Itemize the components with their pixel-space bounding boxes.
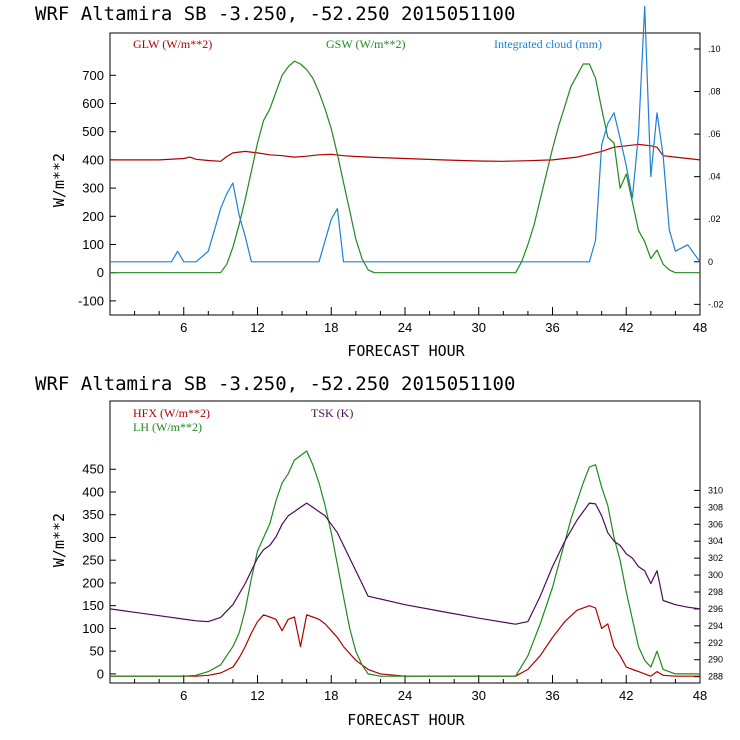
x-tick-label: 30 xyxy=(472,688,486,703)
left-tick-label: 500 xyxy=(82,124,104,139)
right-tick-label: 294 xyxy=(708,621,723,631)
x-tick-label: 36 xyxy=(545,320,559,335)
bottom-legend-lh: LH (W/m**2) xyxy=(133,420,202,434)
left-tick-label: 200 xyxy=(82,575,104,590)
right-tick-label: 290 xyxy=(708,655,723,665)
left-tick-label: 0 xyxy=(97,265,104,280)
x-tick-label: 42 xyxy=(619,320,633,335)
left-tick-label: 300 xyxy=(82,181,104,196)
top-right-axis: -.02 0 .02 .04 .06 .08 .10 xyxy=(694,44,724,309)
right-tick-label: 288 xyxy=(708,672,723,682)
right-tick-label: .10 xyxy=(708,44,721,54)
bottom-legend-tsk: TSK (K) xyxy=(311,406,353,420)
top-series-group xyxy=(110,5,701,274)
right-tick-label: 302 xyxy=(708,553,723,563)
bottom-y-axis-label: W/m**2 xyxy=(50,513,68,567)
x-tick-label: 30 xyxy=(472,320,486,335)
left-tick-label: 350 xyxy=(82,507,104,522)
right-tick-label: .02 xyxy=(708,214,721,224)
top-left-axis: -100 0 100 200 300 400 500 600 700 xyxy=(78,68,116,308)
top-legend-glw: GLW (W/m**2) xyxy=(133,37,212,51)
bottom-chart-title: WRF Altamira SB -3.250, -52.250 20150511… xyxy=(35,373,515,395)
x-tick-label: 12 xyxy=(250,688,264,703)
left-tick-label: 100 xyxy=(82,237,104,252)
right-tick-label: 292 xyxy=(708,638,723,648)
bottom-right-axis: 288 290 292 294 296 298 300 302 304 306 308 310 xyxy=(694,485,723,682)
series-line-glw xyxy=(110,143,701,162)
right-tick-label: 310 xyxy=(708,485,723,495)
x-tick-label: 42 xyxy=(619,688,633,703)
left-tick-label: 300 xyxy=(82,530,104,545)
bottom-chart: WRF Altamira SB -3.250, -52.250 20150511… xyxy=(35,373,723,729)
right-tick-label: .04 xyxy=(708,172,721,182)
left-tick-label: 100 xyxy=(82,621,104,636)
series-line-gsw xyxy=(110,60,700,274)
bottom-x-axis-label: FORECAST HOUR xyxy=(347,711,465,729)
bottom-legend-hfx: HFX (W/m**2) xyxy=(133,406,210,420)
top-x-axis-label: FORECAST HOUR xyxy=(347,342,465,360)
top-x-axis: 6 12 18 24 30 36 42 48 xyxy=(109,307,707,335)
left-tick-label: 400 xyxy=(82,152,104,167)
right-tick-label: 304 xyxy=(708,536,723,546)
x-tick-label: 18 xyxy=(324,688,338,703)
x-tick-label: 6 xyxy=(180,320,187,335)
top-legend-gsw: GSW (W/m**2) xyxy=(326,37,405,51)
right-tick-label: 306 xyxy=(708,519,723,529)
right-tick-label: 296 xyxy=(708,604,723,614)
x-tick-label: 24 xyxy=(398,688,412,703)
right-tick-label: -.02 xyxy=(708,299,724,309)
x-tick-label: 36 xyxy=(545,688,559,703)
left-tick-label: 600 xyxy=(82,96,104,111)
bottom-x-axis: 6 12 18 24 30 36 42 48 xyxy=(109,675,707,703)
left-tick-label: 150 xyxy=(82,598,104,613)
right-tick-label: 298 xyxy=(708,587,723,597)
x-tick-label: 6 xyxy=(180,688,187,703)
x-tick-label: 24 xyxy=(398,320,412,335)
right-tick-label: 308 xyxy=(708,502,723,512)
left-tick-label: 50 xyxy=(90,644,104,659)
left-tick-label: 450 xyxy=(82,462,104,477)
series-line-tsk xyxy=(109,502,701,625)
right-tick-label: 0 xyxy=(708,257,713,267)
top-y-axis-label: W/m**2 xyxy=(50,153,68,207)
left-tick-label: 250 xyxy=(82,553,104,568)
left-tick-label: 700 xyxy=(82,68,104,83)
left-tick-label: 400 xyxy=(82,484,104,499)
top-chart: WRF Altamira SB -3.250, -52.250 20150511… xyxy=(35,3,724,360)
x-tick-label: 12 xyxy=(250,320,264,335)
top-chart-title: WRF Altamira SB -3.250, -52.250 20150511… xyxy=(35,3,515,25)
right-tick-label: .06 xyxy=(708,129,721,139)
x-tick-label: 48 xyxy=(693,688,707,703)
bottom-plot-frame xyxy=(109,400,701,684)
right-tick-label: 300 xyxy=(708,570,723,580)
series-line-lh xyxy=(110,450,700,677)
right-tick-label: .08 xyxy=(708,87,721,97)
x-tick-label: 18 xyxy=(324,320,338,335)
left-tick-label: 200 xyxy=(82,209,104,224)
top-legend-cloud: Integrated cloud (mm) xyxy=(494,37,602,51)
bottom-series-group xyxy=(109,450,701,677)
x-tick-label: 48 xyxy=(693,320,707,335)
bottom-left-axis: 0 50 100 150 200 250 300 350 400 450 xyxy=(82,462,116,681)
series-line-integrated xyxy=(110,5,701,263)
series-line-hfx xyxy=(110,605,700,677)
left-tick-label: -100 xyxy=(78,293,104,308)
left-tick-label: 0 xyxy=(97,666,104,681)
